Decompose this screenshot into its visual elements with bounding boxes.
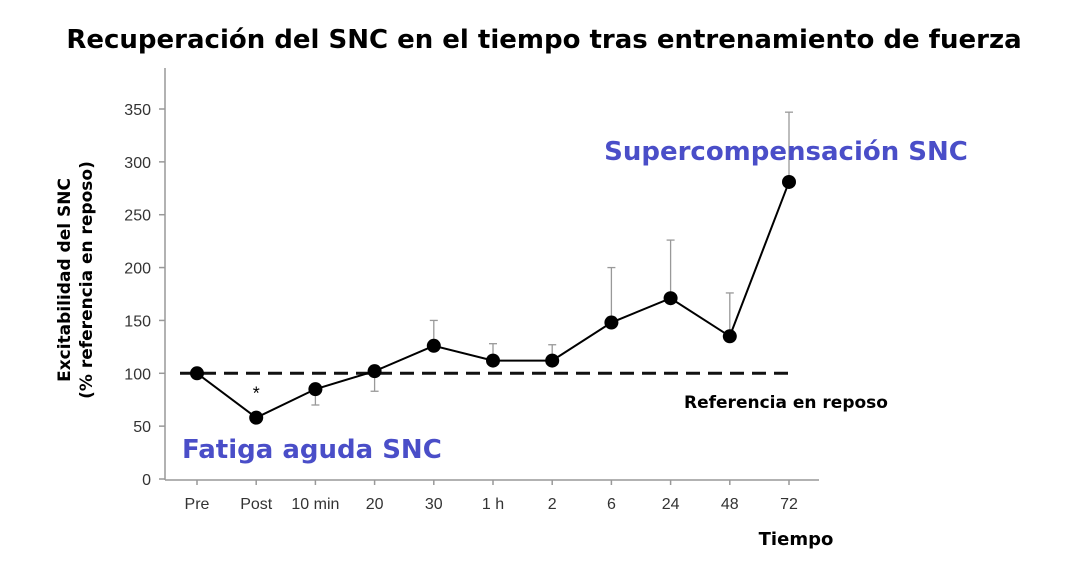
y-axis-label: Excitabilidad del SNC (% referencia en r… [55, 161, 97, 399]
reference-line-label: Referencia en reposo [684, 393, 888, 413]
chart-title: Recuperación del SNC en el tiempo tras e… [66, 25, 1021, 55]
y-tick-label: 100 [124, 366, 151, 383]
error-bars [311, 111, 793, 406]
data-point [486, 353, 500, 368]
data-point [308, 382, 323, 397]
reference-line: Referencia en reposo [180, 371, 888, 413]
annotation-supercompensacion: Supercompensación SNC [604, 137, 968, 167]
data-point [782, 174, 796, 189]
series-line [196, 181, 790, 419]
data-point [545, 353, 560, 368]
x-tick-label: Pre [185, 496, 210, 513]
significance-marker: * [253, 384, 260, 404]
y-axis-ticks: 0 50 100 150 200 250 300 350 [124, 102, 165, 489]
x-tick-label: 1 h [482, 496, 504, 513]
x-tick-label: 20 [366, 496, 384, 513]
x-axis-label: Tiempo [759, 529, 834, 550]
data-point [663, 291, 678, 306]
data-point [604, 315, 619, 330]
data-point [426, 338, 441, 353]
x-axis-ticks: Pre Post 10 min 20 30 1 h 2 6 24 48 72 [185, 480, 798, 513]
data-point [722, 329, 737, 344]
x-tick-label: 30 [425, 496, 443, 513]
data-point [190, 366, 204, 381]
series-polyline [196, 181, 790, 419]
y-tick-label: 0 [142, 472, 151, 489]
x-tick-label: Post [240, 496, 273, 513]
data-point [249, 410, 264, 425]
x-tick-label: 24 [662, 496, 680, 513]
x-tick-label: 72 [780, 496, 798, 513]
data-point [367, 364, 382, 379]
y-tick-label: 200 [124, 261, 151, 278]
y-axis-label-line2: (% referencia en reposo) [77, 161, 97, 399]
x-tick-label: 6 [607, 496, 616, 513]
y-tick-label: 350 [124, 102, 151, 119]
data-points: * [190, 174, 796, 425]
x-tick-label: 2 [548, 496, 557, 513]
y-tick-label: 50 [133, 419, 151, 436]
y-tick-label: 300 [124, 155, 151, 172]
y-axis-label-line1: Excitabilidad del SNC [55, 178, 75, 382]
annotations: Fatiga aguda SNC Supercompensación SNC [182, 137, 968, 465]
y-tick-label: 250 [124, 208, 151, 225]
x-tick-label: 10 min [291, 496, 339, 513]
y-tick-label: 150 [124, 313, 151, 330]
axes [164, 68, 819, 481]
x-tick-label: 48 [721, 496, 739, 513]
annotation-fatiga: Fatiga aguda SNC [182, 435, 442, 465]
